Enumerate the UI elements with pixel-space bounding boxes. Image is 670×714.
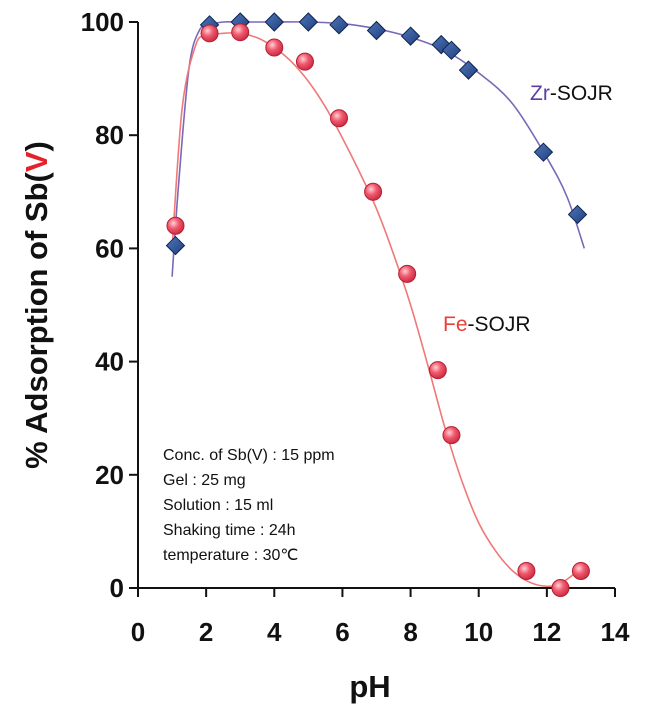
data-point-zr [441, 40, 462, 61]
data-point-fe [551, 579, 570, 597]
x-tick-label: 8 [403, 617, 417, 647]
data-point-fe [231, 23, 250, 42]
data-point-fe [166, 216, 185, 235]
data-point-zr [264, 12, 284, 32]
y-tick-label: 0 [110, 573, 124, 603]
x-tick-label: 10 [464, 617, 493, 647]
axes [137, 22, 615, 589]
series-label-zr-rest: -SOJR [550, 82, 613, 105]
data-point-fe [398, 264, 417, 283]
series-label-zr: Zr-SOJR [530, 82, 613, 105]
data-point-zr [165, 235, 186, 256]
x-tick-label: 4 [267, 617, 282, 647]
data-point-fe [364, 182, 383, 201]
plot-markers [165, 12, 590, 597]
y-axis-title-suffix: ) [19, 141, 54, 151]
data-point-zr [400, 26, 421, 46]
data-point-zr [298, 12, 319, 32]
y-axis-title: % Adsorption of Sb(V) [19, 141, 54, 469]
condition-line: temperature : 30℃ [163, 547, 298, 564]
data-point-fe [442, 426, 461, 445]
x-tick-label: 14 [601, 617, 630, 647]
x-tick-label: 6 [335, 617, 349, 647]
data-point-fe [295, 52, 314, 71]
series-label-fe: Fe-SOJR [443, 313, 531, 336]
data-point-fe [330, 109, 349, 128]
data-point-zr [366, 20, 387, 41]
x-tick-label: 0 [131, 617, 145, 647]
series-label-fe-rest: -SOJR [468, 313, 531, 336]
y-tick-label: 20 [95, 460, 124, 490]
data-point-fe [265, 38, 284, 57]
x-ticks: 0 2 4 6 8 10 12 14 [131, 588, 630, 647]
y-ticks: 0 20 40 60 80 100 [81, 7, 138, 603]
condition-line: Gel : 25 mg [163, 472, 246, 489]
x-tick-label: 2 [199, 617, 213, 647]
x-axis-title: pH [349, 669, 390, 704]
condition-line: Conc. of Sb(V) : 15 ppm [163, 447, 335, 464]
y-axis-title-highlight: V [19, 151, 54, 172]
y-tick-label: 60 [95, 233, 124, 263]
data-point-fe [200, 24, 219, 43]
data-point-zr [567, 204, 588, 225]
fit-curve-zr [171, 20, 586, 277]
data-point-fe [571, 562, 590, 581]
data-point-fe [428, 361, 447, 380]
data-point-zr [533, 142, 554, 162]
series-label-fe-metal: Fe [443, 313, 468, 336]
condition-line: Solution : 15 ml [163, 497, 273, 514]
data-point-fe [517, 562, 536, 581]
condition-line: Shaking time : 24h [163, 522, 296, 539]
y-tick-label: 40 [95, 347, 124, 377]
data-point-zr [329, 15, 349, 35]
y-tick-label: 100 [81, 7, 124, 37]
y-tick-label: 80 [95, 120, 124, 150]
data-point-zr [458, 60, 479, 80]
series-label-zr-metal: Zr [530, 82, 550, 105]
y-axis-title-prefix: % Adsorption of Sb( [19, 171, 54, 468]
x-tick-label: 12 [532, 617, 561, 647]
conditions-annotation: Conc. of Sb(V) : 15 ppm Gel : 25 mg Solu… [163, 447, 335, 564]
